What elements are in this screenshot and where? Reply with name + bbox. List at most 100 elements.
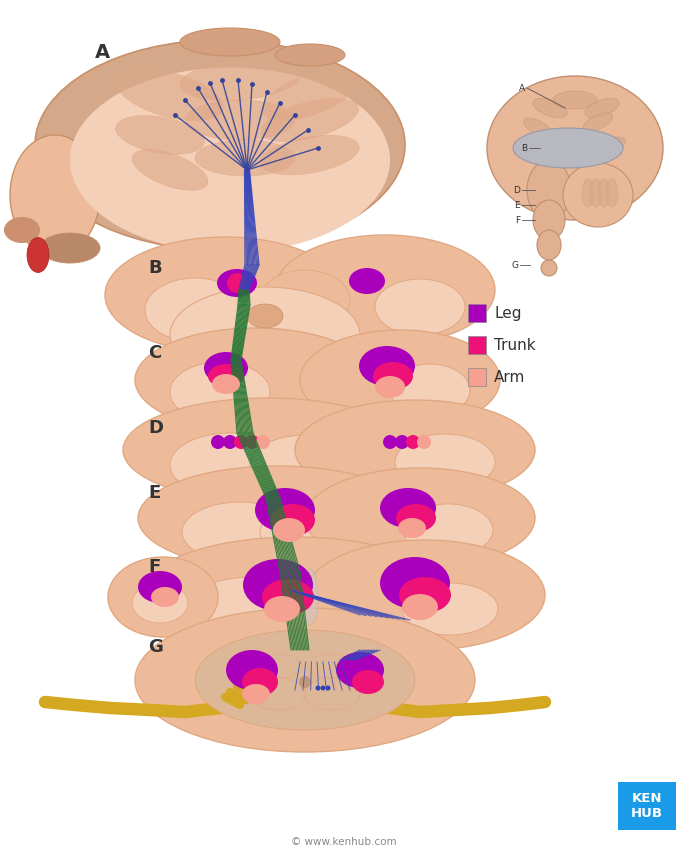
Ellipse shape bbox=[304, 678, 360, 710]
Ellipse shape bbox=[533, 200, 565, 240]
Ellipse shape bbox=[380, 557, 450, 609]
Ellipse shape bbox=[262, 99, 358, 142]
Ellipse shape bbox=[305, 540, 545, 650]
Ellipse shape bbox=[264, 596, 300, 622]
Ellipse shape bbox=[275, 235, 495, 345]
Ellipse shape bbox=[260, 504, 370, 560]
Ellipse shape bbox=[295, 400, 535, 500]
Ellipse shape bbox=[255, 488, 315, 532]
Ellipse shape bbox=[308, 654, 352, 678]
Ellipse shape bbox=[563, 163, 633, 227]
Circle shape bbox=[227, 273, 247, 293]
Text: KEN
HUB: KEN HUB bbox=[631, 792, 663, 820]
Text: G: G bbox=[511, 260, 518, 269]
Circle shape bbox=[234, 435, 248, 449]
Text: E: E bbox=[148, 484, 161, 502]
Ellipse shape bbox=[375, 376, 405, 398]
Ellipse shape bbox=[250, 435, 360, 495]
Ellipse shape bbox=[395, 434, 495, 490]
FancyBboxPatch shape bbox=[468, 304, 486, 322]
Ellipse shape bbox=[204, 352, 248, 384]
Ellipse shape bbox=[260, 135, 360, 175]
Ellipse shape bbox=[5, 218, 39, 242]
Ellipse shape bbox=[145, 278, 245, 342]
Text: © www.kenhub.com: © www.kenhub.com bbox=[291, 837, 397, 847]
Ellipse shape bbox=[105, 237, 345, 353]
Circle shape bbox=[256, 435, 270, 449]
Ellipse shape bbox=[226, 650, 278, 690]
Ellipse shape bbox=[138, 571, 182, 603]
Ellipse shape bbox=[487, 76, 663, 220]
FancyBboxPatch shape bbox=[618, 782, 676, 830]
Circle shape bbox=[417, 435, 431, 449]
Ellipse shape bbox=[375, 279, 465, 335]
Ellipse shape bbox=[247, 304, 283, 328]
Text: Arm: Arm bbox=[494, 370, 526, 384]
Ellipse shape bbox=[243, 559, 313, 611]
Ellipse shape bbox=[349, 268, 385, 294]
Ellipse shape bbox=[359, 346, 415, 386]
Ellipse shape bbox=[242, 684, 270, 704]
Text: G: G bbox=[148, 638, 163, 656]
Ellipse shape bbox=[212, 374, 240, 394]
Circle shape bbox=[316, 685, 320, 690]
Ellipse shape bbox=[195, 140, 295, 176]
Ellipse shape bbox=[582, 179, 594, 207]
Ellipse shape bbox=[40, 233, 100, 263]
Ellipse shape bbox=[116, 70, 223, 121]
Ellipse shape bbox=[403, 504, 493, 556]
Ellipse shape bbox=[260, 270, 350, 330]
Ellipse shape bbox=[599, 137, 626, 153]
Ellipse shape bbox=[537, 230, 561, 260]
Ellipse shape bbox=[185, 577, 315, 645]
Ellipse shape bbox=[208, 364, 244, 388]
Ellipse shape bbox=[170, 433, 290, 497]
Ellipse shape bbox=[527, 160, 571, 220]
Ellipse shape bbox=[590, 179, 602, 207]
Ellipse shape bbox=[170, 287, 360, 383]
Ellipse shape bbox=[399, 577, 451, 613]
Ellipse shape bbox=[606, 179, 618, 207]
Ellipse shape bbox=[217, 269, 257, 297]
Ellipse shape bbox=[305, 468, 535, 568]
Text: F: F bbox=[148, 558, 161, 576]
Text: F: F bbox=[515, 216, 520, 224]
Ellipse shape bbox=[185, 100, 295, 140]
Ellipse shape bbox=[276, 579, 400, 643]
Circle shape bbox=[395, 435, 409, 449]
Text: B: B bbox=[148, 259, 162, 277]
Ellipse shape bbox=[402, 594, 438, 620]
Ellipse shape bbox=[513, 128, 623, 168]
Ellipse shape bbox=[390, 364, 470, 416]
Ellipse shape bbox=[526, 140, 553, 156]
Text: A: A bbox=[95, 43, 110, 62]
Text: C: C bbox=[148, 344, 161, 362]
Ellipse shape bbox=[583, 113, 613, 131]
Ellipse shape bbox=[250, 678, 306, 710]
Ellipse shape bbox=[182, 502, 298, 562]
Text: B: B bbox=[521, 144, 527, 152]
Text: D: D bbox=[148, 419, 163, 437]
Ellipse shape bbox=[396, 504, 436, 532]
Ellipse shape bbox=[271, 504, 315, 536]
FancyBboxPatch shape bbox=[468, 368, 486, 386]
Ellipse shape bbox=[598, 179, 610, 207]
Ellipse shape bbox=[553, 91, 597, 109]
Text: E: E bbox=[515, 201, 520, 209]
Circle shape bbox=[320, 685, 325, 690]
Circle shape bbox=[245, 435, 259, 449]
Ellipse shape bbox=[123, 398, 413, 502]
Ellipse shape bbox=[258, 654, 302, 678]
Ellipse shape bbox=[10, 135, 100, 255]
Ellipse shape bbox=[263, 70, 358, 121]
Ellipse shape bbox=[35, 40, 405, 250]
Ellipse shape bbox=[135, 328, 375, 432]
Ellipse shape bbox=[541, 260, 557, 276]
Ellipse shape bbox=[140, 537, 450, 653]
Ellipse shape bbox=[180, 28, 280, 56]
Circle shape bbox=[383, 435, 397, 449]
Ellipse shape bbox=[135, 608, 475, 752]
Ellipse shape bbox=[275, 44, 345, 66]
Circle shape bbox=[223, 435, 237, 449]
Ellipse shape bbox=[398, 518, 426, 538]
